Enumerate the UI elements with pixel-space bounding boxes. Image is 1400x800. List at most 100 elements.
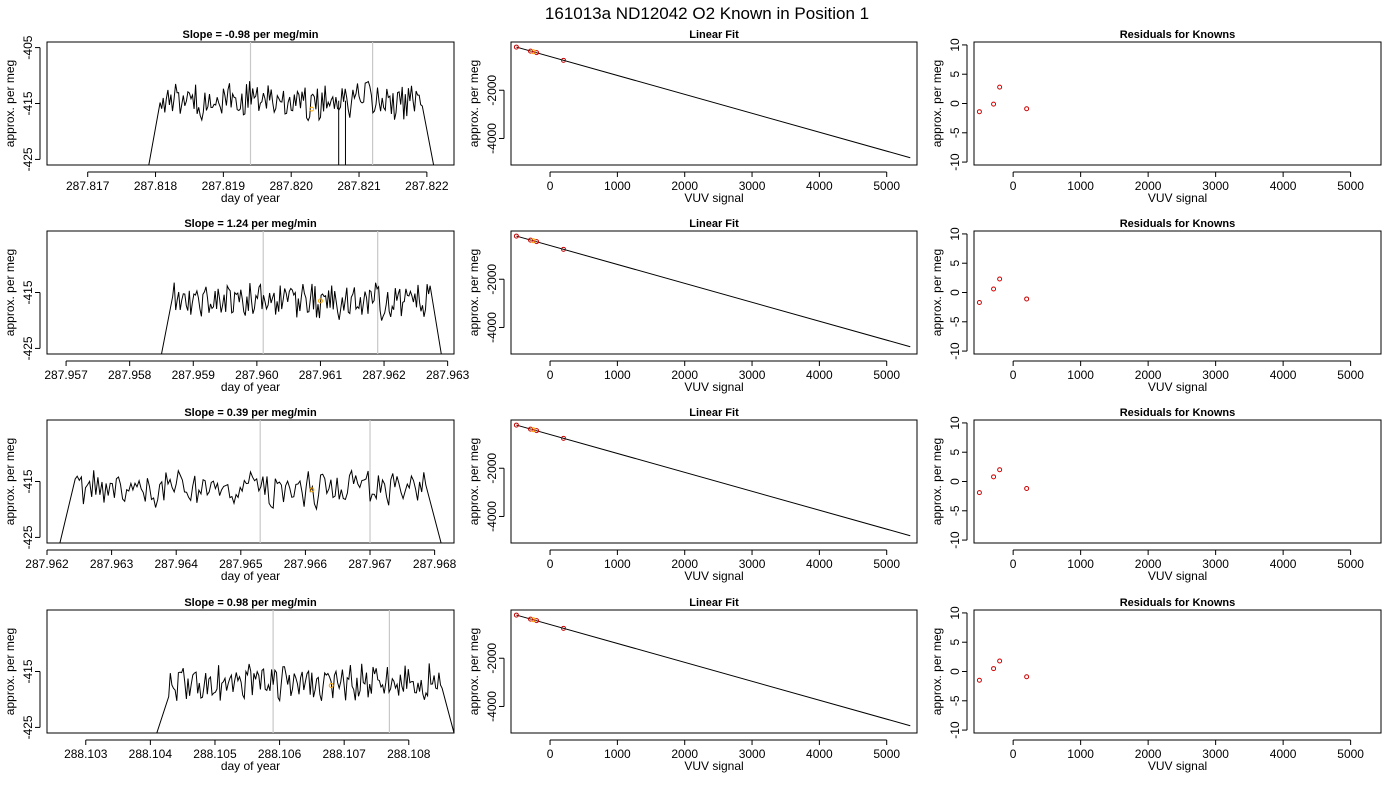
y-tick-label: 10 [948, 416, 962, 430]
trace-panel: Slope = 1.24 per meg/min 287.957 287.958 28… [3, 218, 470, 394]
signal-trace [59, 468, 442, 543]
plot-frame [510, 41, 918, 166]
fit-panel: Linear Fit 0 1000 2000 3000 4000 5000 VUV signa… [467, 407, 918, 583]
x-axis-label: VUV signal [684, 191, 743, 205]
x-tick-label: 2000 [1135, 179, 1162, 193]
x-tick-label: 4000 [806, 557, 833, 571]
y-axis-label: approx. per meg [930, 249, 944, 336]
x-tick-label: 287.817 [66, 179, 110, 193]
y-axis-label: approx. per meg [467, 628, 481, 715]
y-tick-label: -4000 [485, 312, 499, 343]
fit-marker [317, 298, 323, 304]
x-tick-label: 287.965 [219, 557, 263, 571]
panel-title: Residuals for Knowns [1120, 407, 1236, 419]
x-tick-label: 1000 [1067, 368, 1094, 382]
fit-panel: Linear Fit 0 1000 2000 3000 4000 5000 VUV signa… [467, 597, 918, 773]
residual-point [991, 101, 997, 107]
x-tick-label: 287.960 [235, 368, 279, 382]
residual-point [997, 658, 1003, 664]
y-tick-label: -2000 [485, 453, 499, 484]
sample-marker [530, 49, 536, 55]
plot-frame [46, 419, 455, 544]
x-tick-label: 287.962 [25, 557, 69, 571]
x-axis-label: VUV signal [1148, 759, 1207, 773]
x-tick-label: 1000 [604, 368, 631, 382]
y-axis-label: approx. per meg [3, 249, 17, 336]
x-tick-label: 287.963 [90, 557, 134, 571]
x-axis-label: day of year [221, 759, 280, 773]
x-tick-label: 4000 [806, 747, 833, 761]
x-tick-label: 5000 [1337, 368, 1364, 382]
panel-title: Residuals for Knowns [1120, 218, 1236, 230]
y-tick-label: -10 [948, 342, 962, 360]
trace-panel: Slope = 0.98 per meg/min 288.103 288.104 28… [3, 597, 455, 773]
x-tick-label: 0 [1010, 747, 1017, 761]
x-tick-label: 5000 [1337, 179, 1364, 193]
x-tick-label: 0 [547, 557, 554, 571]
x-tick-label: 287.961 [299, 368, 343, 382]
y-tick-label: -10 [948, 153, 962, 171]
y-tick-label: -415 [21, 280, 35, 304]
x-tick-label: 5000 [1337, 557, 1364, 571]
y-tick-label: 0 [948, 289, 962, 296]
sample-marker [530, 427, 536, 433]
residual-point [976, 677, 982, 683]
y-tick-label: -5 [948, 316, 962, 327]
y-tick-label: -4000 [485, 501, 499, 532]
y-axis-label: approx. per meg [3, 60, 17, 147]
y-tick-label: 0 [948, 478, 962, 485]
x-axis-label: VUV signal [1148, 569, 1207, 583]
y-tick-label: -10 [948, 721, 962, 739]
fit-line [516, 46, 911, 159]
x-tick-label: 1000 [1067, 557, 1094, 571]
fit-marker [309, 106, 315, 112]
plot-frame [973, 609, 1382, 734]
known-point [561, 435, 567, 441]
x-axis-label: VUV signal [1148, 191, 1207, 205]
y-axis-label: approx. per meg [930, 628, 944, 715]
y-tick-label: -4000 [485, 691, 499, 722]
residuals-panel: Residuals for Knowns 0 1000 2000 3000 4000 500… [930, 597, 1382, 773]
residual-point [991, 666, 997, 672]
x-tick-label: 2000 [671, 368, 698, 382]
plot-frame [973, 419, 1382, 544]
panel-title: Slope = 1.24 per meg/min [184, 218, 317, 230]
x-tick-label: 287.821 [337, 179, 381, 193]
residual-point [997, 84, 1003, 90]
y-axis-label: approx. per meg [3, 438, 17, 525]
sample-marker [530, 617, 536, 623]
data-layer [59, 420, 442, 543]
signal-trace [161, 282, 442, 354]
x-tick-label: 287.819 [202, 179, 246, 193]
known-point [513, 44, 519, 50]
data-layer [976, 658, 1030, 683]
y-tick-label: 0 [948, 100, 962, 107]
data-layer [513, 612, 911, 727]
plot-frame [510, 419, 918, 544]
x-tick-label: 287.967 [348, 557, 392, 571]
known-point [513, 233, 519, 239]
panel-title: Slope = -0.98 per meg/min [182, 29, 318, 41]
fit-panel: Linear Fit 0 1000 2000 3000 4000 5000 VUV signa… [467, 218, 918, 394]
fit-line [516, 614, 911, 727]
panel-title: Residuals for Knowns [1120, 29, 1236, 41]
trace-panel: Slope = -0.98 per meg/min 287.817 287.818 2… [3, 29, 455, 205]
x-tick-label: 4000 [806, 368, 833, 382]
y-tick-label: 5 [948, 260, 962, 267]
x-tick-label: 287.822 [405, 179, 449, 193]
residual-point [976, 299, 982, 305]
y-tick-label: 10 [948, 606, 962, 620]
panel-title: Linear Fit [689, 29, 739, 41]
y-axis-label: approx. per meg [467, 60, 481, 147]
x-tick-label: 287.959 [172, 368, 216, 382]
data-layer [148, 42, 435, 165]
x-tick-label: 3000 [1202, 557, 1229, 571]
x-tick-label: 4000 [1270, 747, 1297, 761]
x-axis-label: VUV signal [684, 380, 743, 394]
x-tick-label: 3000 [739, 368, 766, 382]
y-tick-label: -5 [948, 505, 962, 516]
x-axis-label: VUV signal [684, 759, 743, 773]
x-tick-label: 287.957 [44, 368, 88, 382]
residuals-panel: Residuals for Knowns 0 1000 2000 3000 4000 500… [930, 218, 1382, 394]
y-tick-label: -425 [21, 715, 35, 739]
